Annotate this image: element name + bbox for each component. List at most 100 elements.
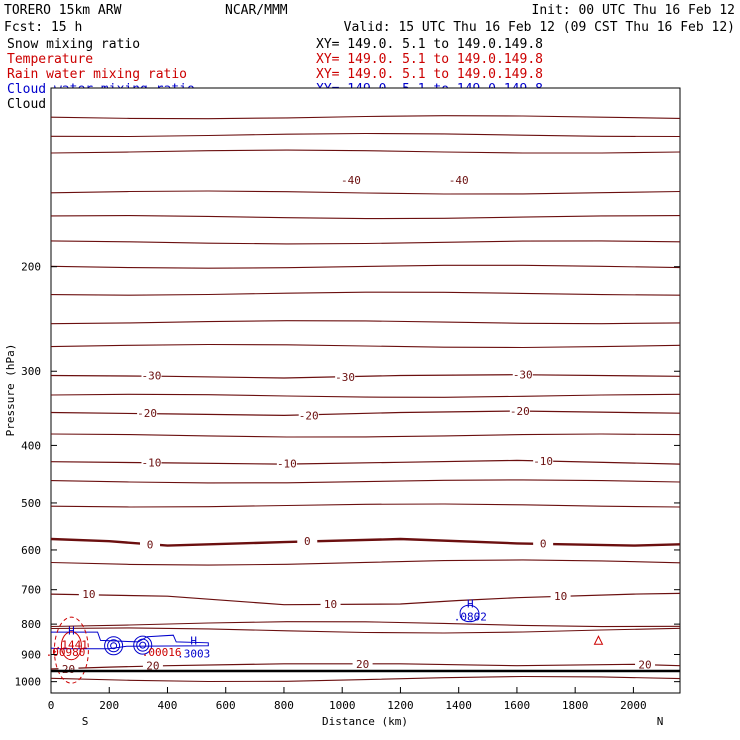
contour-label-bg bbox=[635, 658, 656, 670]
cloud-water-contour bbox=[50, 631, 209, 650]
isobar-line bbox=[50, 215, 681, 220]
contour-label: -20 bbox=[299, 409, 319, 422]
rain-water-value: .1441 bbox=[55, 638, 88, 651]
contour-label: 10 bbox=[82, 588, 95, 601]
y-tick-label: 400 bbox=[21, 439, 41, 452]
legend-field-xy: XY= 149.0. 5.1 to 149.0.149.8 bbox=[316, 52, 543, 67]
contour-label: 20 bbox=[356, 658, 369, 671]
contour-label: 0 bbox=[304, 535, 311, 548]
annotation-label: -40 bbox=[341, 174, 361, 187]
model-label: TORERO 15km ARW bbox=[4, 3, 122, 18]
isobar-lines bbox=[50, 115, 681, 683]
y-tick-label: 900 bbox=[21, 648, 41, 661]
isobar-line bbox=[50, 343, 681, 349]
x-tick-label: 800 bbox=[274, 699, 294, 712]
contour-label-bg bbox=[512, 368, 533, 380]
legend-field-xy: XY= 149.0. 5.1 to 149.0.149.8 bbox=[316, 37, 543, 52]
valid-label: Valid: 15 UTC Thu 16 Feb 12 (09 CST Thu … bbox=[344, 20, 735, 35]
x-axis-end-right: N bbox=[657, 715, 664, 728]
contour-label-bg bbox=[533, 537, 554, 549]
x-tick-label: 1800 bbox=[562, 699, 589, 712]
y-tick-label: 500 bbox=[21, 497, 41, 510]
x-axis: 0 200 400 600 800 1000 1200 1400 1600 1800 2000 bbox=[48, 687, 647, 712]
contour-label-bg bbox=[142, 659, 163, 671]
x-tick-label: 400 bbox=[158, 699, 178, 712]
cloud-water-max-label: H bbox=[467, 598, 474, 611]
contour-label-bg bbox=[141, 456, 162, 468]
contour-label-bg bbox=[550, 590, 571, 602]
contour-label: -10 bbox=[142, 456, 162, 469]
isobar-line bbox=[50, 479, 681, 484]
isobar-line bbox=[50, 240, 681, 245]
contour-label: 20 bbox=[62, 663, 75, 676]
cloud-water-contour bbox=[110, 642, 118, 650]
x-tick-label: 2000 bbox=[620, 699, 647, 712]
contour-label: -30 bbox=[142, 370, 162, 383]
cloud-water-contour bbox=[139, 641, 147, 649]
contour-label: 10 bbox=[554, 590, 567, 603]
cloud-water-contour bbox=[107, 639, 121, 653]
contour-label-bg bbox=[78, 588, 99, 600]
isobar-line bbox=[50, 149, 681, 154]
isobar-line bbox=[50, 291, 681, 296]
contour-label: -10 bbox=[277, 457, 297, 470]
isobar-line bbox=[50, 503, 681, 508]
isotherm-line bbox=[50, 663, 681, 670]
rain-water-max-label: H bbox=[68, 624, 75, 637]
level-line bbox=[50, 559, 681, 566]
x-axis-end-left: S bbox=[82, 715, 89, 728]
center-label: NCAR/MMM bbox=[225, 3, 288, 18]
contour-label-bg bbox=[298, 409, 319, 421]
contour-label-bg bbox=[320, 598, 341, 610]
isobar-line bbox=[50, 393, 681, 398]
contour-label-bg bbox=[533, 455, 554, 467]
cloud-water-max-label: H bbox=[190, 635, 197, 648]
cloud-water-contour bbox=[133, 635, 153, 655]
x-tick-label: 1000 bbox=[329, 699, 356, 712]
cloud-water-value: .3003 bbox=[177, 648, 210, 661]
x-tick-label: 200 bbox=[99, 699, 119, 712]
contour-labels: -30 -30 -30 -20 -20 -20 -10 -10 -10 0 0 0 10 10 10 20 20… bbox=[58, 174, 656, 676]
legend-field-name: Temperature bbox=[7, 52, 93, 67]
y-tick-label: 700 bbox=[21, 584, 41, 597]
isotherm-line bbox=[50, 592, 681, 606]
rain-water-contour bbox=[60, 631, 82, 661]
rain-water-contour bbox=[53, 616, 89, 684]
y-tick-label: 600 bbox=[21, 544, 41, 557]
cloud-water-contour bbox=[104, 636, 124, 656]
x-axis-label: Distance (km) bbox=[322, 715, 408, 728]
contour-label: -20 bbox=[137, 407, 157, 420]
isobar-line bbox=[50, 132, 681, 138]
isobar-line bbox=[50, 264, 681, 269]
contour-label: 10 bbox=[324, 598, 337, 611]
rain-water-contour bbox=[593, 635, 604, 645]
contour-label-bg bbox=[137, 407, 158, 419]
y-tick-label: 1000 bbox=[15, 676, 42, 689]
level-line bbox=[50, 675, 681, 683]
contour-label-bg bbox=[297, 535, 318, 547]
plot-frame bbox=[50, 87, 681, 694]
isobar-line bbox=[50, 433, 681, 438]
annotation-label: -40 bbox=[449, 174, 469, 187]
contour-label: 20 bbox=[638, 658, 651, 671]
legend-field-name: Rain water mixing ratio bbox=[7, 67, 187, 82]
level-line bbox=[50, 627, 681, 634]
contour-label-bg bbox=[352, 657, 373, 669]
x-tick-label: 1600 bbox=[504, 699, 531, 712]
plot-area: -30 -30 -30 -20 -20 -20 -10 -10 -10 0 0 0 10 10 10 20 20… bbox=[46, 87, 681, 694]
isobar-line bbox=[50, 320, 681, 325]
cloud-water-contour bbox=[136, 638, 150, 652]
contour-label: -30 bbox=[513, 369, 533, 382]
rain-water-contours: H.1441.00980.00016 bbox=[46, 616, 604, 684]
rain-water-value: .00980 bbox=[46, 646, 86, 659]
cloud-water-contour bbox=[459, 604, 480, 623]
contour-label-bg bbox=[276, 457, 297, 469]
contour-label-bg bbox=[335, 371, 356, 383]
contour-label-bg bbox=[140, 538, 161, 550]
x-tick-label: 1400 bbox=[445, 699, 472, 712]
contour-label-bg bbox=[58, 662, 79, 674]
legend-field-name: Snow mixing ratio bbox=[7, 37, 140, 52]
